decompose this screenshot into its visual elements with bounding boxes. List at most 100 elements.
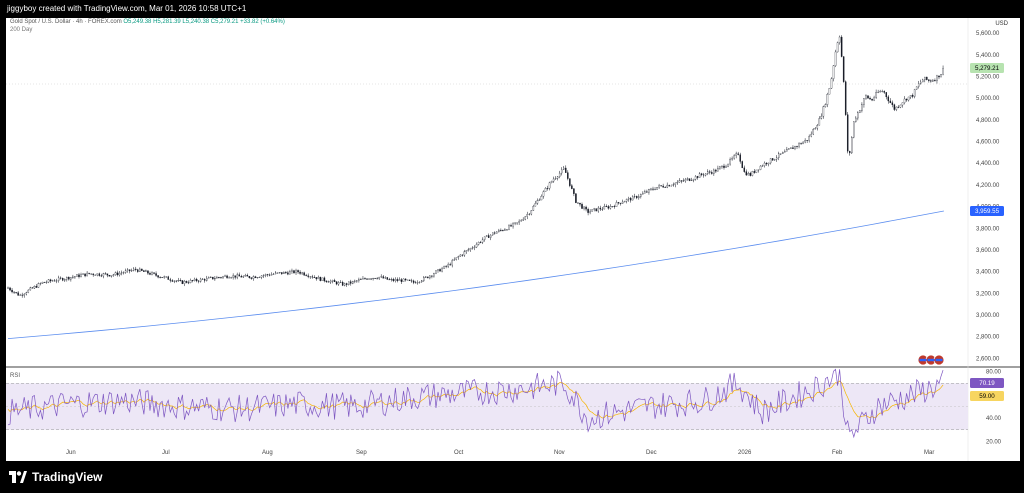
candle-body [571,185,573,189]
candle-body [855,117,857,122]
candle-body [183,281,186,284]
candle [421,279,423,283]
candle-body [165,276,167,278]
candle-body [751,171,754,176]
candle [327,280,330,283]
candle [704,173,707,177]
candle-body [832,65,835,79]
candle [175,280,178,283]
candle-body [155,273,157,276]
candle [461,254,464,257]
candle-body [859,110,861,113]
candle [112,273,115,277]
candle [309,275,311,279]
candle-body [447,264,449,267]
candle-body [62,278,64,281]
candle [534,200,537,207]
ma-value-badge[interactable]: 3,959.55 [970,205,1004,216]
candle [13,291,15,294]
candle [605,204,608,208]
candle [159,276,161,279]
rsi-ma-line [7,380,944,419]
candle [358,277,360,283]
candle-body [226,275,228,278]
candle [98,272,101,277]
flag-icons[interactable] [917,354,945,366]
candle [881,89,883,93]
candle-body [518,220,520,223]
candle-body [177,280,180,282]
candle-body [928,79,930,81]
candle-body [329,281,332,283]
candle [364,277,366,280]
x-tick-label: Jun [66,450,76,456]
candle [889,98,892,104]
candle-body [613,206,616,207]
candle [92,273,94,277]
candle-body [128,269,131,272]
candle-body [33,286,36,289]
candle [234,275,236,280]
candle-body [270,274,273,276]
candle-body [846,114,849,152]
candle [210,276,212,279]
candle [264,273,267,278]
candle [451,258,453,268]
candle [913,88,916,99]
rsi-value-badge[interactable]: 70.19 [970,378,1004,389]
candle [226,274,228,279]
candle-body [139,268,141,272]
candle [739,152,741,164]
candle-body [187,282,190,284]
candle [307,273,309,279]
candle [629,196,632,203]
candle [455,257,458,261]
candle-body [757,169,760,171]
candle-body [380,276,382,278]
candle-body [185,281,188,283]
candle-body [915,86,918,90]
candle-body [319,276,322,281]
candle [337,281,340,286]
candle-body [834,51,837,66]
candle [268,273,271,277]
candle [197,280,200,284]
candle-body [810,133,812,137]
candle-body [57,277,60,281]
candle-body [197,280,200,282]
candle-body [400,279,403,282]
last-price-badge[interactable]: 5,279.21 [970,62,1004,73]
candle-body [930,80,932,82]
candle-body [638,196,640,199]
candle-body [289,271,291,275]
candle [463,249,466,257]
candle-body [650,188,652,190]
candle [293,269,295,274]
chart-frame[interactable]: Gold Spot / U.S. Dollar · 4h · FOREX.com… [6,18,1020,461]
candle [289,269,291,275]
candle-body [565,167,567,173]
candle-body [256,277,259,279]
candle-body [579,202,581,205]
candle-body [210,276,212,278]
candle [283,271,285,275]
currency-label[interactable]: USD [995,21,1008,27]
y-tick-label: 5,000.00 [976,96,1000,102]
candle [31,287,34,289]
candle-body [778,153,780,158]
candle [471,246,474,250]
candle-body [753,171,756,173]
chart-svg[interactable]: 5,600.00 5,400.00 5,200.00 5,000.00 4,800.00… [6,18,1020,461]
candle-body [530,210,533,215]
candle [465,250,468,254]
candle-body [798,143,800,147]
ma-value-badge-text: 3,959.55 [975,208,1000,215]
candle [623,200,626,203]
rsi-ma-value-badge[interactable]: 59.00 [970,391,1004,402]
candle-body [905,98,908,101]
candle-body [625,199,628,202]
tradingview-logo[interactable]: TradingView [9,469,102,485]
candle [686,177,689,181]
candle [376,277,378,280]
candle [183,279,186,287]
